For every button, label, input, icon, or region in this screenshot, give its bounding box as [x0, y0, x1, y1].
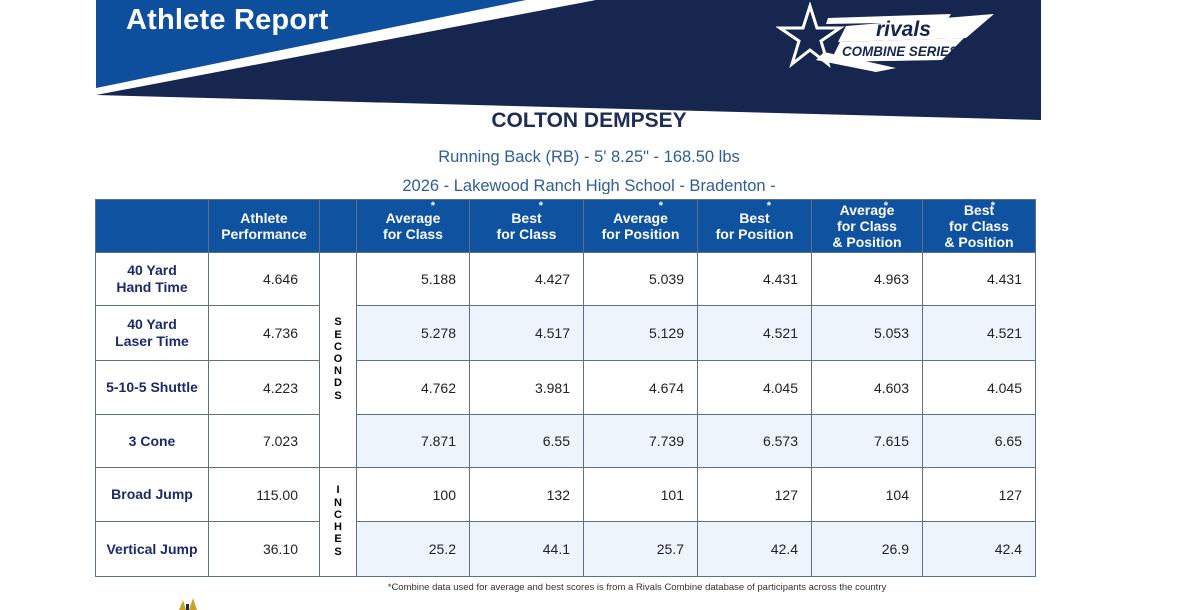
- star-icon: [775, 1, 845, 69]
- event-label: 5-10-5 Shuttle: [95, 360, 209, 415]
- unit-label: S E C O N D S: [333, 316, 343, 402]
- stat-cell: 104: [811, 467, 923, 522]
- stat-cell: 4.427: [469, 252, 584, 306]
- stat-cell: 132: [469, 467, 584, 522]
- table-row: Broad Jump 115.00 I N C H E S 100 132 101 127 1…: [95, 467, 1036, 577]
- stat-cell: 5.129: [583, 305, 698, 361]
- unit-label: I N C H E S: [334, 484, 342, 558]
- asterisk-mark: *: [430, 200, 435, 212]
- stat-cell: 44.1: [469, 521, 584, 577]
- stat-cell: 4.517: [469, 305, 584, 361]
- athlete-performance-cell: 4.736: [208, 305, 320, 361]
- header-cell-6: Average for Class & Position *: [811, 199, 923, 253]
- stat-cell: 4.762: [356, 360, 470, 415]
- athlete-performance-cell: 115.00: [208, 467, 320, 522]
- stat-cell: 4.431: [922, 252, 1036, 306]
- stat-cell: 7.615: [811, 414, 923, 468]
- stat-cell: 4.431: [697, 252, 812, 306]
- header-label: Best for Class & Position: [944, 202, 1014, 250]
- event-label: 40 Yard Hand Time: [95, 252, 209, 306]
- event-label: Vertical Jump: [95, 521, 209, 577]
- stat-cell: 25.2: [356, 521, 470, 577]
- stat-cell: 6.55: [469, 414, 584, 468]
- stat-cell: 26.9: [811, 521, 923, 577]
- athlete-performance-cell: 4.646: [208, 252, 320, 306]
- athlete-performance-cell: 4.223: [208, 360, 320, 415]
- table-row: 3 Cone 7.023 7.871 6.55 7.739 6.573 7.615 6.65: [95, 414, 1036, 468]
- table-row: 40 Yard Laser Time 4.736 5.278 4.517 5.129 4.…: [95, 305, 1036, 361]
- stat-cell: 100: [356, 467, 470, 522]
- header-cell-event: [95, 199, 209, 253]
- athlete-details: Running Back (RB) - 5' 8.25" - 168.50 lb…: [438, 148, 740, 166]
- unit-inches: I N C H E S: [319, 467, 357, 577]
- stat-cell: 4.963: [811, 252, 923, 306]
- table-row: Vertical Jump 36.10 25.2 44.1 25.7 42.4 26.9 42…: [95, 521, 1036, 577]
- asterisk-mark: *: [990, 200, 995, 212]
- stat-cell: 4.045: [697, 360, 812, 415]
- header-label: Best for Class: [496, 210, 557, 242]
- table-row: 5-10-5 Shuttle 4.223 4.762 3.981 4.674 4.045 4…: [95, 360, 1036, 415]
- footnote: *Combine data used for average and best …: [387, 582, 887, 593]
- athlete-performance-cell: 7.023: [208, 414, 320, 468]
- logo-word-rivals: rivals: [876, 18, 931, 41]
- stat-cell: 4.603: [811, 360, 923, 415]
- stat-cell: 127: [922, 467, 1036, 522]
- header-label: Average for Class & Position: [832, 202, 902, 250]
- athlete-school: 2026 - Lakewood Ranch High School - Brad…: [402, 177, 776, 194]
- stat-cell: 7.739: [583, 414, 698, 468]
- stat-cell: 4.674: [583, 360, 698, 415]
- asterisk-mark: *: [766, 200, 771, 212]
- logo-word-combine: COMBINE SERIES: [842, 43, 959, 59]
- header-cell-5: Best for Position *: [697, 199, 812, 253]
- header-cell-1: [319, 199, 357, 253]
- stat-cell: 42.4: [922, 521, 1036, 577]
- stat-cell: 25.7: [583, 521, 698, 577]
- header-cell-7: Best for Class & Position *: [922, 199, 1036, 253]
- unit-seconds: S E C O N D S: [319, 252, 357, 468]
- asterisk-mark: *: [658, 200, 663, 212]
- stat-cell: 4.521: [922, 305, 1036, 361]
- header-label: Best for Position: [715, 210, 794, 242]
- stat-cell: 127: [697, 467, 812, 522]
- stat-cell: 5.278: [356, 305, 470, 361]
- stat-cell: 5.053: [811, 305, 923, 361]
- stat-cell: 4.521: [697, 305, 812, 361]
- header-label: Average for Class: [383, 210, 443, 242]
- stat-cell: 6.573: [697, 414, 812, 468]
- table-header-row: Athlete Performance Average for Class * Bes…: [95, 199, 1036, 253]
- stat-cell: 101: [583, 467, 698, 522]
- header-cell-0: Athlete Performance: [208, 199, 320, 253]
- athlete-name: COLTON DEMPSEY: [491, 109, 687, 132]
- header-cell-4: Average for Position *: [583, 199, 698, 253]
- header-cell-3: Best for Class *: [469, 199, 584, 253]
- header-cell-2: Average for Class *: [356, 199, 470, 253]
- stat-cell: 5.039: [583, 252, 698, 306]
- header-label: Athlete Performance: [221, 210, 307, 242]
- stat-cell: 5.188: [356, 252, 470, 306]
- athlete-performance-cell: 36.10: [208, 521, 320, 577]
- stat-cell: 42.4: [697, 521, 812, 577]
- stat-cell: 7.871: [356, 414, 470, 468]
- rivals-combine-logo: rivals COMBINE SERIES: [775, 1, 996, 76]
- report-title: Athlete Report: [126, 4, 329, 36]
- header-label: Average for Position: [601, 210, 680, 242]
- stat-cell: 6.65: [922, 414, 1036, 468]
- stat-cell: 4.045: [922, 360, 1036, 415]
- event-label: Broad Jump: [95, 467, 209, 522]
- school-logo-fragment: [179, 598, 197, 610]
- stat-cell: 3.981: [469, 360, 584, 415]
- asterisk-mark: *: [883, 200, 888, 212]
- combine-results-table: Athlete Performance Average for Class * Bes…: [95, 199, 1036, 577]
- event-label: 3 Cone: [95, 414, 209, 468]
- event-label: 40 Yard Laser Time: [95, 305, 209, 361]
- table-row: 40 Yard Hand Time 4.646 S E C O N D S 5.188…: [95, 252, 1036, 468]
- asterisk-mark: *: [538, 200, 543, 212]
